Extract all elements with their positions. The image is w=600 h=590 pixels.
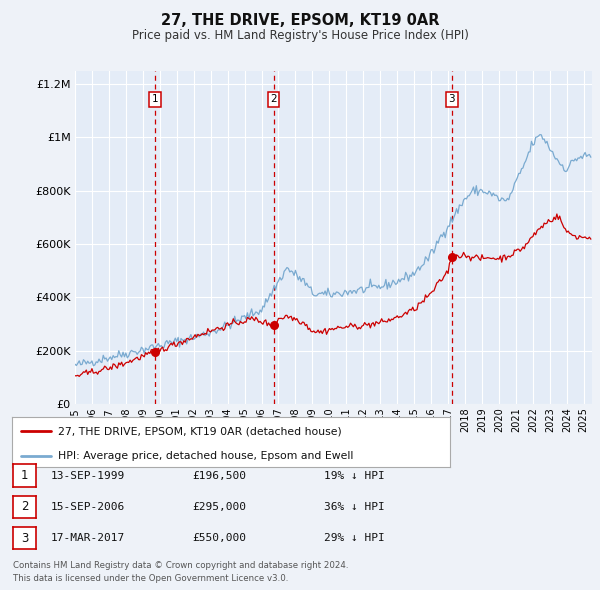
Text: HPI: Average price, detached house, Epsom and Ewell: HPI: Average price, detached house, Epso…	[58, 451, 353, 461]
Text: 1: 1	[21, 469, 28, 482]
Text: 3: 3	[448, 94, 455, 104]
Text: 36% ↓ HPI: 36% ↓ HPI	[324, 502, 385, 512]
Text: 27, THE DRIVE, EPSOM, KT19 0AR: 27, THE DRIVE, EPSOM, KT19 0AR	[161, 13, 439, 28]
Text: 29% ↓ HPI: 29% ↓ HPI	[324, 533, 385, 543]
Text: 2: 2	[270, 94, 277, 104]
Text: 19% ↓ HPI: 19% ↓ HPI	[324, 471, 385, 480]
Text: 13-SEP-1999: 13-SEP-1999	[51, 471, 125, 480]
Text: 3: 3	[21, 532, 28, 545]
Text: Contains HM Land Registry data © Crown copyright and database right 2024.
This d: Contains HM Land Registry data © Crown c…	[13, 562, 349, 583]
Text: 27, THE DRIVE, EPSOM, KT19 0AR (detached house): 27, THE DRIVE, EPSOM, KT19 0AR (detached…	[58, 426, 342, 436]
Text: 17-MAR-2017: 17-MAR-2017	[51, 533, 125, 543]
Text: £550,000: £550,000	[192, 533, 246, 543]
Text: £196,500: £196,500	[192, 471, 246, 480]
Text: 2: 2	[21, 500, 28, 513]
Text: 15-SEP-2006: 15-SEP-2006	[51, 502, 125, 512]
Text: £295,000: £295,000	[192, 502, 246, 512]
Text: Price paid vs. HM Land Registry's House Price Index (HPI): Price paid vs. HM Land Registry's House …	[131, 29, 469, 42]
Text: 1: 1	[152, 94, 158, 104]
